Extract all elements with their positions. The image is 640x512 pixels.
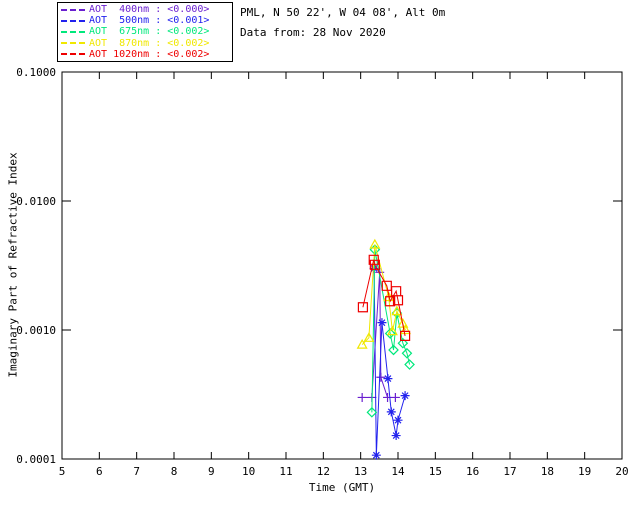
x-tick-label: 18 — [541, 465, 554, 478]
legend-item-aot-1020nm: AOT 1020nm : <0.002> — [61, 49, 229, 60]
x-tick-label: 15 — [429, 465, 442, 478]
legend-label: AOT 500nm : <0.001> — [89, 15, 210, 27]
legend-item-aot-500nm: AOT 500nm : <0.001> — [61, 15, 229, 26]
x-tick-label: 11 — [279, 465, 292, 478]
y-axis-title: Imaginary Part of Refractive Index — [6, 152, 20, 378]
legend-label: AOT 870nm : <0.002> — [89, 37, 210, 49]
x-tick-label: 20 — [615, 465, 628, 478]
legend-label: AOT 675nm : <0.002> — [89, 26, 210, 38]
x-tick-label: 7 — [133, 465, 140, 478]
line-sample-icon — [61, 42, 85, 45]
legend-label: AOT 400nm : <0.000> — [89, 4, 210, 16]
y-tick-label: 0.1000 — [16, 66, 56, 79]
legend-item-aot-675nm: AOT 675nm : <0.002> — [61, 26, 229, 37]
x-tick-label: 19 — [578, 465, 591, 478]
x-tick-label: 17 — [503, 465, 516, 478]
line-sample-icon — [61, 53, 85, 56]
series-markers-1020nm — [357, 254, 411, 342]
y-tick-label: 0.0010 — [16, 324, 56, 337]
plot-frame — [61, 71, 623, 460]
x-tick-label: 6 — [96, 465, 103, 478]
x-tick-label: 5 — [59, 465, 66, 478]
y-tick-label: 0.0001 — [16, 453, 56, 466]
x-tick-label: 9 — [208, 465, 215, 478]
series-markers-675nm — [366, 244, 415, 418]
x-tick-label: 14 — [391, 465, 405, 478]
line-sample-icon — [61, 30, 85, 33]
legend-item-aot-400nm: AOT 400nm : <0.000> — [61, 4, 229, 15]
data-date-text: Data from: 28 Nov 2020 — [240, 26, 386, 39]
legend: AOT 400nm : <0.000> AOT 500nm : <0.001> … — [57, 2, 233, 62]
x-tick-label: 12 — [317, 465, 330, 478]
legend-item-aot-870nm: AOT 870nm : <0.002> — [61, 38, 229, 49]
legend-label: AOT 1020nm : <0.002> — [89, 48, 210, 60]
line-sample-icon — [61, 8, 85, 11]
y-tick-label: 0.0100 — [16, 195, 56, 208]
line-sample-icon — [61, 19, 85, 22]
x-tick-label: 8 — [171, 465, 178, 478]
x-tick-label: 13 — [354, 465, 367, 478]
station-location-text: PML, N 50 22', W 04 08', Alt 0m — [240, 6, 446, 19]
x-tick-label: 16 — [466, 465, 479, 478]
x-axis-title: Time (GMT) — [308, 481, 376, 494]
x-tick-label: 10 — [242, 465, 255, 478]
